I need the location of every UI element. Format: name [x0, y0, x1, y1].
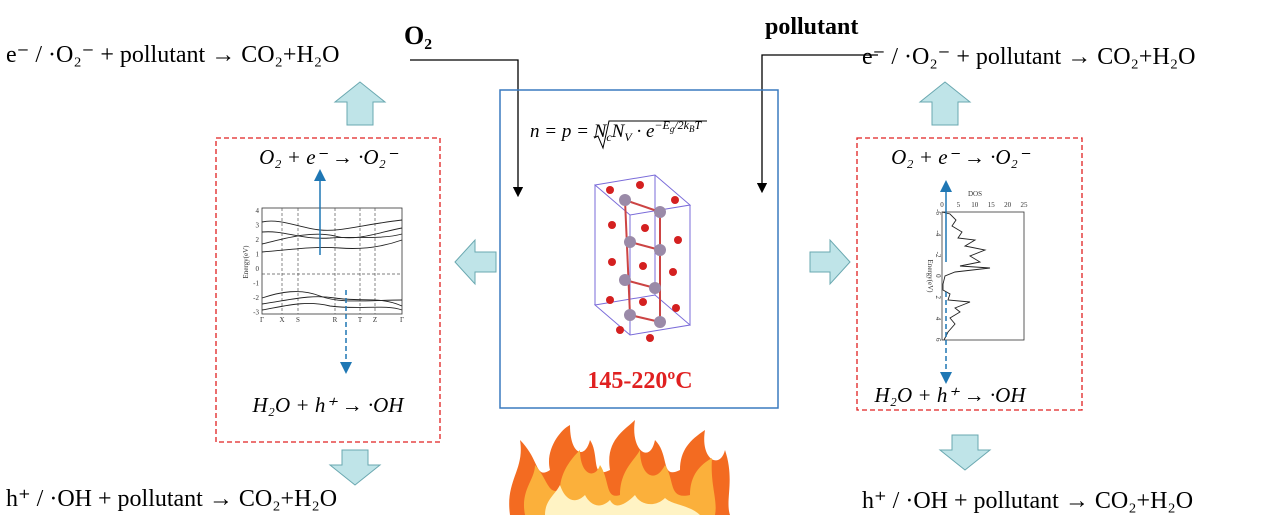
- bottom-right-equation: h⁺ / ·OH + pollutant → CO₂+H₂O: [862, 488, 1193, 514]
- right-top-reaction: O₂ + e⁻ → ·O₂⁻: [891, 145, 1031, 169]
- x-tick-label: Z: [373, 316, 377, 324]
- x-tick-label: T: [358, 316, 363, 324]
- band-structure: [262, 175, 402, 368]
- dos-plot: [942, 186, 1024, 378]
- y-tick-label: 6: [934, 338, 942, 342]
- y-tick-label: -3: [253, 309, 259, 317]
- x-tick-label: S: [296, 316, 300, 324]
- y-tick-label: -6: [934, 209, 942, 215]
- pollutant-label: pollutant: [765, 14, 858, 40]
- diagram: e⁻ / ·O₂⁻ + pollutant → CO₂+H₂O e⁻ / ·O₂…: [0, 0, 1271, 515]
- y-tick-label: 2: [934, 295, 942, 299]
- formula-part: T: [695, 118, 703, 132]
- x-tick-label: 0: [940, 201, 944, 209]
- temperature: 145-220ºC: [587, 368, 692, 394]
- pollutant-arrow: [762, 55, 878, 188]
- y-tick-label: -1: [253, 280, 259, 288]
- left-top-reaction: O₂ + e⁻ → ·O₂⁻: [259, 145, 399, 169]
- y-tick-label: 4: [934, 317, 942, 321]
- x-tick-label: 10: [971, 201, 979, 209]
- y-tick-label: -2: [253, 294, 259, 302]
- oxygen-label: O₂: [404, 21, 432, 50]
- x-tick-label: 25: [1021, 201, 1029, 209]
- y-tick-label: 3: [256, 222, 260, 230]
- flames: [509, 420, 730, 515]
- x-axis-label: DOS: [968, 190, 982, 198]
- formula-part: −E: [654, 118, 670, 132]
- y-tick-label: 1: [256, 251, 260, 259]
- y-tick-label: 2: [256, 236, 260, 244]
- y-axis-label: Energy(eV): [926, 260, 934, 294]
- crystal: [595, 175, 690, 342]
- y-tick-label: -4: [934, 230, 942, 236]
- x-tick-label: 15: [988, 201, 996, 209]
- y-axis-label: Energy(eV): [242, 245, 250, 279]
- x-tick-label: R: [333, 316, 338, 324]
- right-panel-box: [857, 138, 1082, 410]
- top-left-equation: e⁻ / ·O₂⁻ + pollutant → CO₂+H₂O: [6, 42, 339, 68]
- x-tick-label: 20: [1004, 201, 1012, 209]
- x-tick-label: Γ: [400, 316, 404, 324]
- left-bottom-reaction: H₂O + h⁺ → ·OH: [252, 393, 406, 417]
- y-tick-label: 0: [256, 265, 260, 273]
- y-tick-label: 4: [256, 207, 260, 215]
- y-tick-label: -2: [934, 252, 942, 258]
- x-tick-label: Γ: [260, 316, 264, 324]
- bottom-left-equation: h⁺ / ·OH + pollutant → CO₂+H₂O: [6, 486, 337, 512]
- formula: n = p = NcNV · e−Eg/2kBT: [530, 118, 703, 144]
- top-right-equation: e⁻ / ·O₂⁻ + pollutant → CO₂+H₂O: [862, 44, 1195, 70]
- x-tick-label: 5: [957, 201, 961, 209]
- right-bottom-reaction: H₂O + h⁺ → ·OH: [874, 383, 1028, 407]
- x-tick-label: X: [279, 316, 284, 324]
- formula-part: · e: [632, 121, 655, 142]
- formula-part: n = p =: [530, 121, 594, 142]
- formula-part: /2k: [673, 118, 689, 132]
- oxygen-arrow: [410, 60, 518, 192]
- y-tick-label: 0: [934, 274, 942, 278]
